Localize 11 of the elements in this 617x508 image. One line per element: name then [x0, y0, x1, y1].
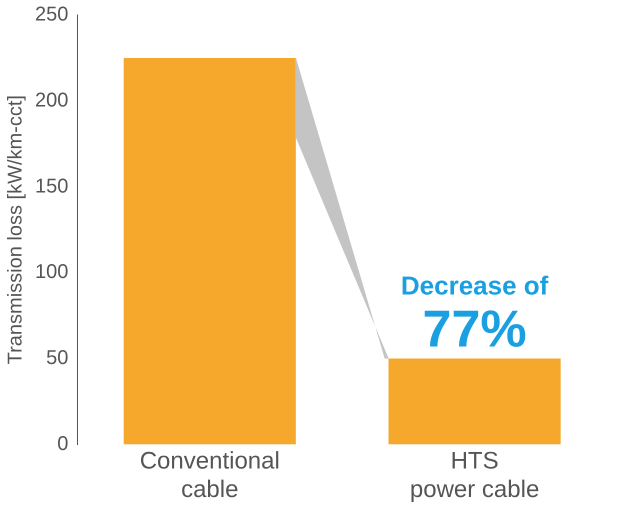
y-tick-label: 100 — [34, 261, 68, 284]
y-tick-label: 250 — [34, 4, 68, 26]
y-tick-label: 50 — [46, 347, 68, 370]
x-tick-label: Conventional cable — [140, 447, 280, 504]
y-tick-label: 200 — [34, 89, 68, 112]
annotation: Decrease of — [400, 270, 549, 301]
x-tick-label: HTS power cable — [410, 447, 540, 504]
y-tick-label: 150 — [34, 175, 68, 198]
y-axis-title: Transmission loss [kW/km-cct] — [4, 95, 27, 364]
y-tick-label: 0 — [57, 432, 68, 455]
annotation: 77% — [422, 300, 527, 359]
